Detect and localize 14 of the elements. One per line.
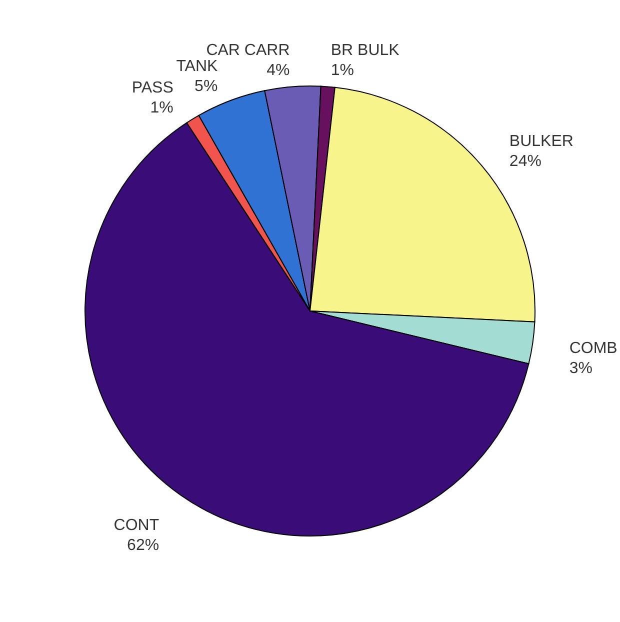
data-label: 5% — [194, 78, 218, 95]
slice-label: CONT — [114, 517, 160, 534]
data-label: 62% — [127, 537, 160, 554]
slice-label: BULKER — [509, 133, 574, 150]
slice-label: TANK — [176, 58, 218, 75]
data-label: 1% — [330, 62, 354, 79]
data-label: 1% — [150, 99, 174, 116]
data-label: 4% — [266, 62, 290, 79]
data-label: 24% — [509, 153, 542, 170]
slice-label: BR BULK — [330, 42, 400, 59]
slice-label: CAR CARR — [206, 42, 290, 59]
slice-label: COMB — [569, 340, 618, 358]
data-label: 3% — [569, 360, 592, 378]
slice-label: PASS — [132, 79, 174, 96]
